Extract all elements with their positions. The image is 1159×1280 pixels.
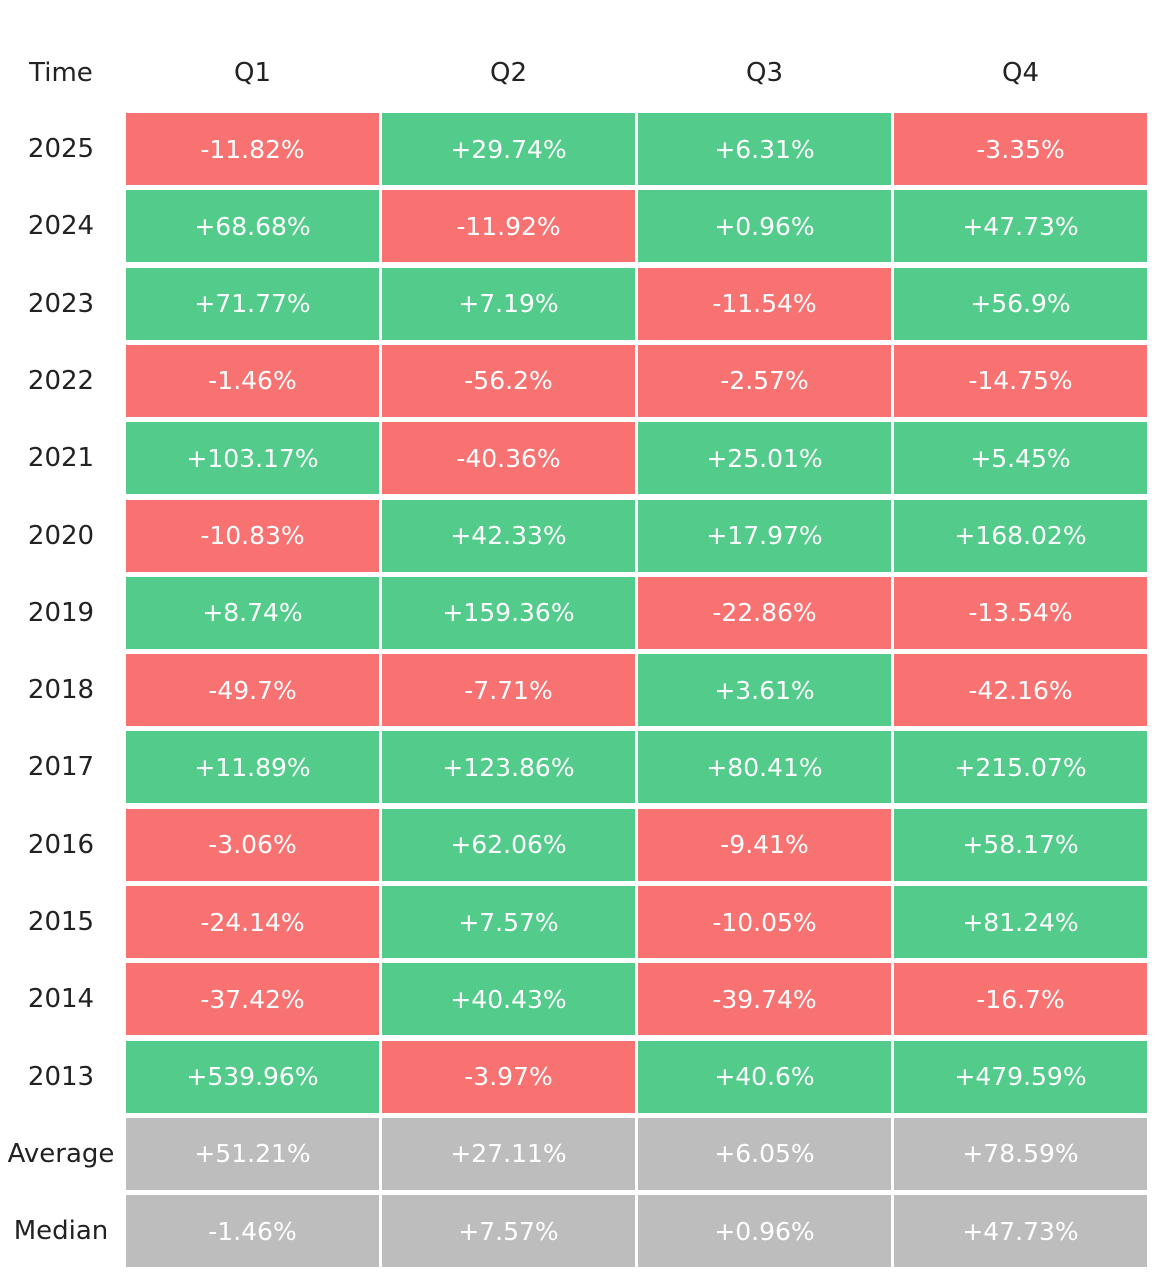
value-cell: -42.16% [894, 654, 1147, 727]
value-cell: +3.61% [638, 654, 891, 727]
row-label: 2018 [27, 675, 95, 706]
value-cell: +0.96% [638, 190, 891, 263]
column-header: Q2 [489, 58, 527, 88]
value-cell: -40.36% [382, 422, 635, 495]
value-cell: +40.43% [382, 963, 635, 1036]
value-cell: +123.86% [382, 731, 635, 804]
value-cell: +7.19% [382, 267, 635, 340]
value-cell: +5.45% [894, 422, 1147, 495]
value-cell: +42.33% [382, 499, 635, 572]
row-label: 2021 [27, 443, 95, 474]
value-cell: +40.6% [638, 1040, 891, 1113]
row-label: 2013 [27, 1061, 95, 1092]
value-cell: +7.57% [382, 886, 635, 958]
value-cell: -49.7% [126, 654, 379, 727]
value-cell: -1.46% [126, 1195, 379, 1268]
value-cell: +29.74% [382, 113, 635, 185]
row-label: Average [7, 1138, 115, 1169]
value-cell: -11.54% [638, 267, 891, 340]
value-cell: +11.89% [126, 731, 379, 804]
column-header: Time [29, 58, 93, 88]
value-cell: +80.41% [638, 731, 891, 804]
value-cell: +62.06% [382, 808, 635, 881]
value-cell: +479.59% [894, 1040, 1147, 1113]
value-cell: +6.31% [638, 113, 891, 185]
value-cell: +58.17% [894, 808, 1147, 881]
value-cell: +71.77% [126, 267, 379, 340]
value-cell: +6.05% [638, 1117, 891, 1190]
value-cell: +103.17% [126, 422, 379, 495]
row-label: 2024 [27, 211, 95, 242]
row-label: 2017 [27, 752, 95, 783]
row-label: 2014 [27, 984, 95, 1015]
value-cell: -24.14% [126, 886, 379, 958]
value-cell: +8.74% [126, 576, 379, 649]
value-cell: +27.11% [382, 1117, 635, 1190]
value-cell: -10.83% [126, 499, 379, 572]
value-cell: -56.2% [382, 344, 635, 417]
value-cell: -37.42% [126, 963, 379, 1036]
row-label: 2016 [27, 829, 95, 860]
value-cell: -9.41% [638, 808, 891, 881]
value-cell: +56.9% [894, 267, 1147, 340]
value-cell: -39.74% [638, 963, 891, 1036]
value-cell: -14.75% [894, 344, 1147, 417]
column-header: Q1 [233, 58, 271, 88]
column-header: Q4 [1001, 58, 1039, 88]
value-cell: -2.57% [638, 344, 891, 417]
value-cell: -1.46% [126, 344, 379, 417]
value-cell: -11.92% [382, 190, 635, 263]
row-label: 2019 [27, 597, 95, 628]
value-cell: -7.71% [382, 654, 635, 727]
row-label: 2015 [27, 907, 95, 937]
value-cell: -16.7% [894, 963, 1147, 1036]
value-cell: +168.02% [894, 499, 1147, 572]
value-cell: -3.97% [382, 1040, 635, 1113]
value-cell: +81.24% [894, 886, 1147, 958]
value-cell: +78.59% [894, 1117, 1147, 1190]
value-cell: -10.05% [638, 886, 891, 958]
value-cell: -22.86% [638, 576, 891, 649]
row-label: 2023 [27, 288, 95, 319]
value-cell: -3.06% [126, 808, 379, 881]
value-cell: +0.96% [638, 1195, 891, 1268]
value-cell: -3.35% [894, 113, 1147, 185]
value-cell: +539.96% [126, 1040, 379, 1113]
row-label: 2025 [27, 134, 95, 164]
column-header: Q3 [745, 58, 783, 88]
value-cell: +159.36% [382, 576, 635, 649]
value-cell: +7.57% [382, 1195, 635, 1268]
value-cell: +25.01% [638, 422, 891, 495]
value-cell: +47.73% [894, 1195, 1147, 1268]
row-label: 2022 [27, 365, 95, 396]
value-cell: +68.68% [126, 190, 379, 263]
value-cell: +47.73% [894, 190, 1147, 263]
value-cell: +51.21% [126, 1117, 379, 1190]
value-cell: +215.07% [894, 731, 1147, 804]
value-cell: -13.54% [894, 576, 1147, 649]
row-label: 2020 [27, 520, 95, 551]
value-cell: -11.82% [126, 113, 379, 185]
row-label: Median [13, 1216, 109, 1247]
value-cell: +17.97% [638, 499, 891, 572]
